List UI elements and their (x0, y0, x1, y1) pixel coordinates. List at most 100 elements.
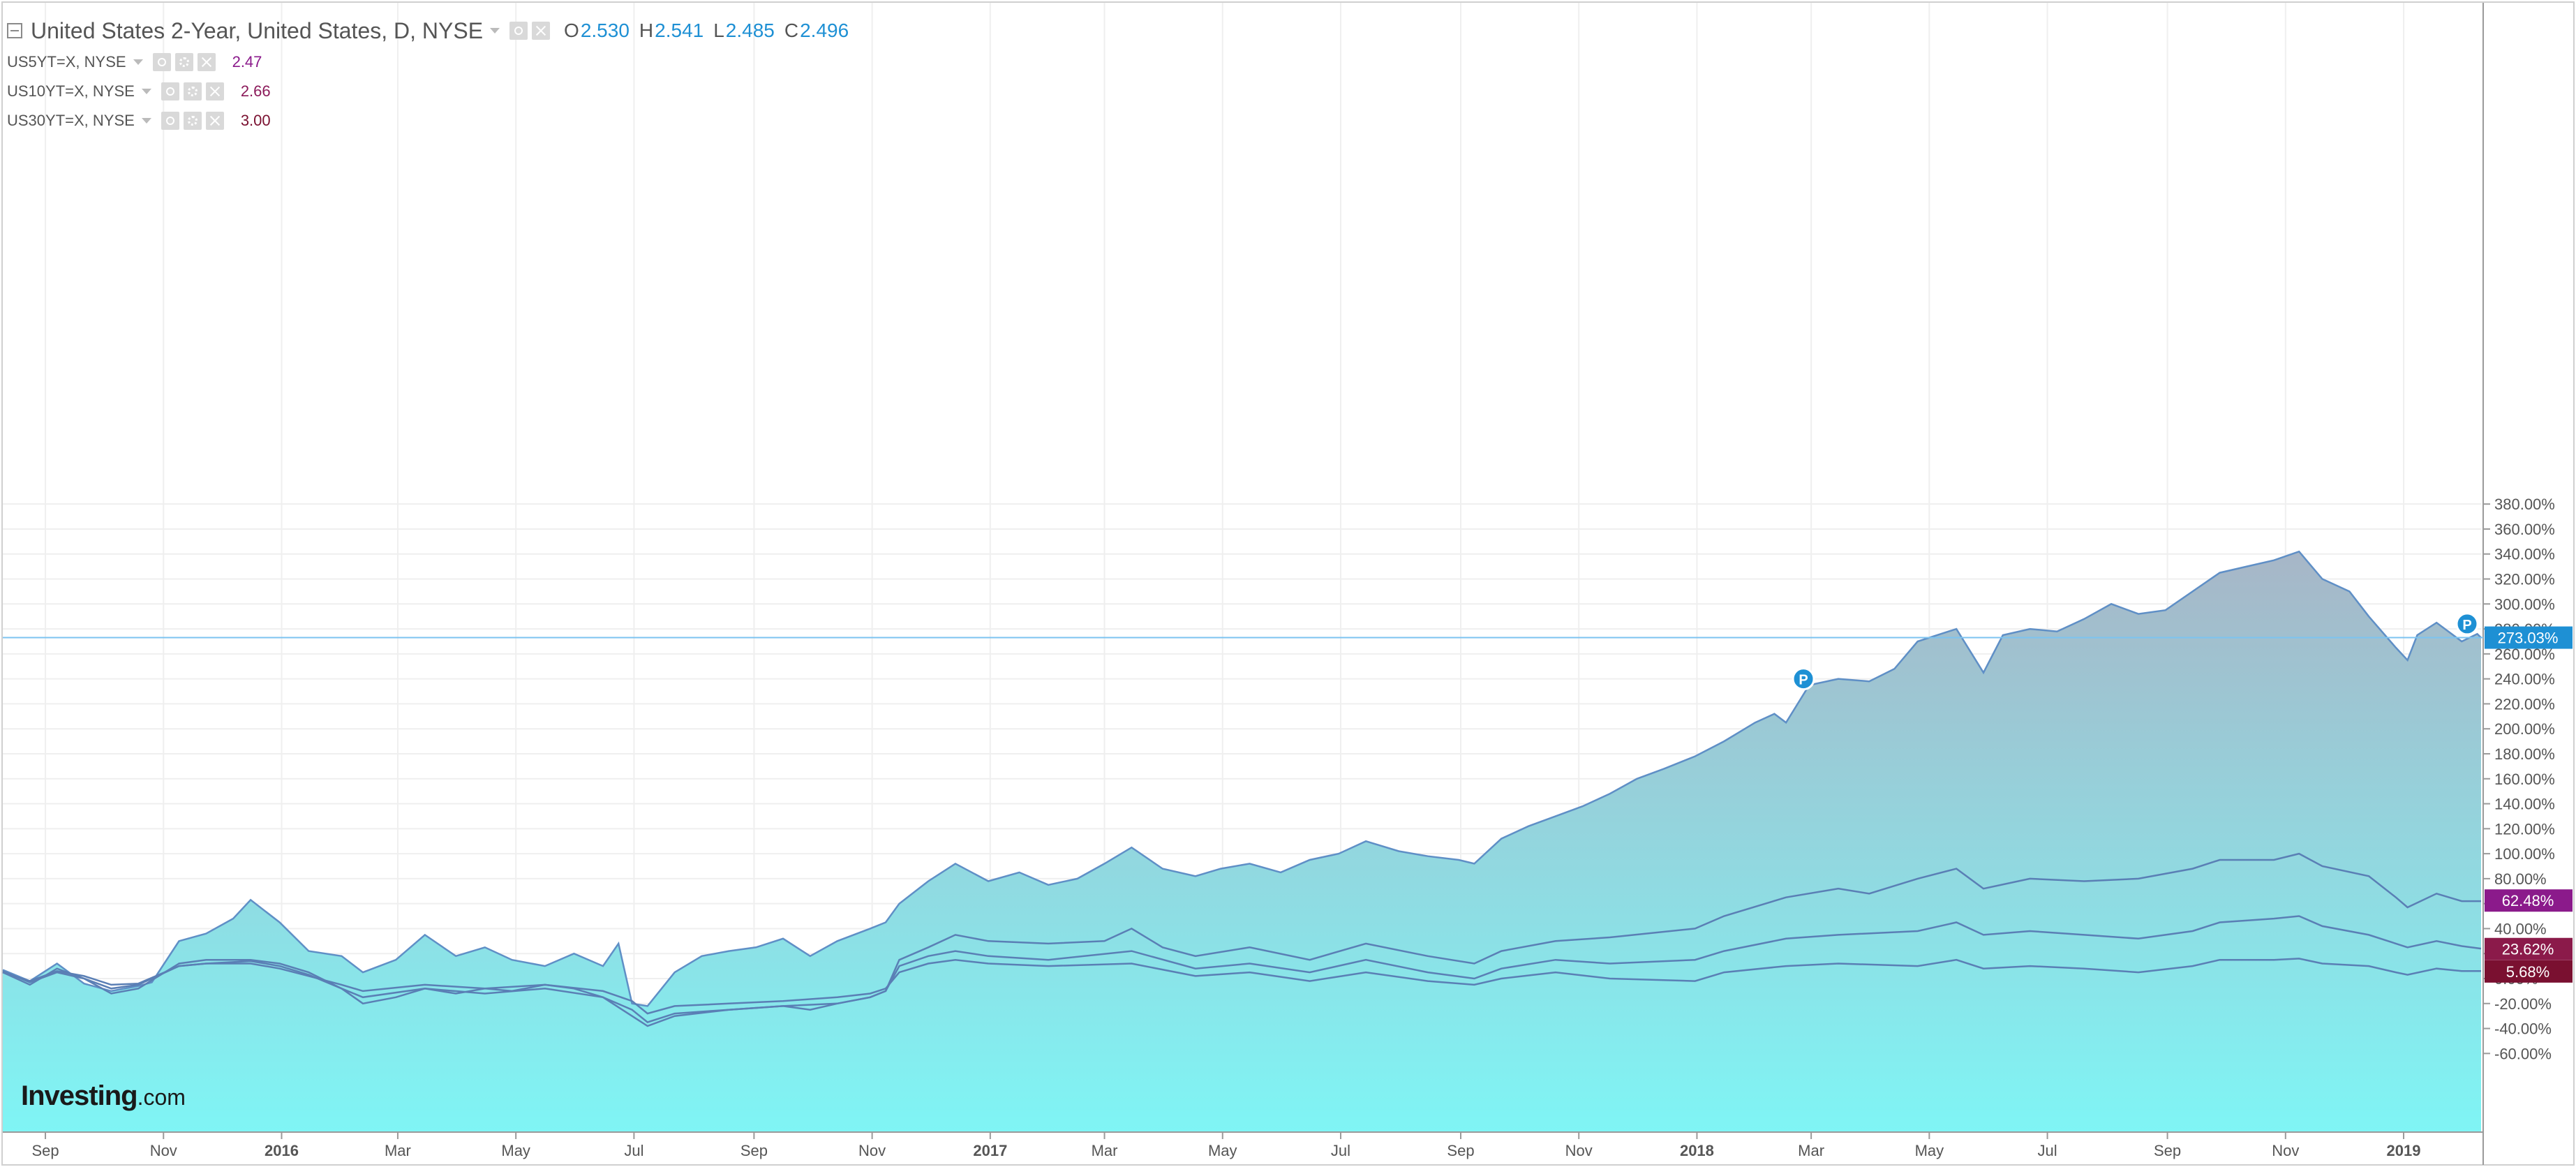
legend-study-row: US5YT=X, NYSE 2.47 (7, 47, 849, 77)
markers[interactable]: PP (1792, 612, 2479, 691)
y-tick-label: -20.00% (2494, 995, 2552, 1013)
collapse-legend-button[interactable] (7, 23, 22, 38)
badge-us10yt-label: 23.62% (2502, 941, 2554, 958)
y-tick-label: 320.00% (2494, 571, 2555, 588)
value-badges: 273.03% 62.48% 23.62% 5.68% (2485, 626, 2573, 983)
y-tick-label: 220.00% (2494, 695, 2555, 713)
x-tick-label: Jul (2038, 1142, 2057, 1159)
line-us5yt (2, 852, 2481, 1027)
study-value-us5: 2.47 (232, 53, 262, 70)
badge-us10yt-bg (2485, 937, 2573, 960)
eye-icon[interactable] (509, 22, 528, 40)
chevron-down-icon[interactable] (141, 89, 151, 94)
logo-brand: Investing (21, 1080, 138, 1111)
eye-icon[interactable] (161, 82, 179, 101)
legend-study-row: US30YT=X, NYSE 3.00 (7, 106, 849, 135)
legend-study-row: US10YT=X, NYSE 2.66 (7, 77, 849, 106)
x-tick-label: Sep (2154, 1142, 2181, 1159)
dividend-marker[interactable] (2455, 612, 2479, 636)
marker-label: P (1799, 673, 1808, 688)
badge-us2y-bg (2485, 626, 2573, 649)
y-tick-label: 380.00% (2494, 496, 2555, 513)
chevron-down-icon[interactable] (133, 59, 143, 65)
y-tick-label: 100.00% (2494, 845, 2555, 863)
x-tick-label: Nov (1565, 1142, 1593, 1159)
line-us30yt (2, 958, 2481, 1015)
y-tick-label: 300.00% (2494, 595, 2555, 613)
x-tick-label: Mar (1798, 1142, 1824, 1159)
y-tick-label: 360.00% (2494, 521, 2555, 538)
study-name-us10[interactable]: US10YT=X, NYSE (7, 82, 135, 100)
close-icon[interactable] (197, 53, 216, 71)
study-value-us30: 3.00 (240, 112, 271, 129)
y-tick-label: 180.00% (2494, 745, 2555, 763)
x-tick-label: Sep (31, 1142, 59, 1159)
area-series (2, 550, 2482, 1132)
y-tick-label: 140.00% (2494, 796, 2555, 813)
main-series-title[interactable]: United States 2-Year, United States, D, … (31, 17, 484, 43)
chevron-down-icon[interactable] (141, 118, 151, 124)
x-tick-label: 2018 (1680, 1142, 1714, 1159)
x-tick-label: Nov (150, 1142, 177, 1159)
y-tick-label: 120.00% (2494, 820, 2555, 838)
gear-icon[interactable] (183, 82, 202, 101)
x-tick-label: May (1915, 1142, 1944, 1159)
study-name-us30[interactable]: US30YT=X, NYSE (7, 112, 135, 129)
badge-us30yt-label: 5.68% (2506, 963, 2549, 981)
x-tick-label: Sep (740, 1142, 768, 1159)
dividend-marker[interactable] (1792, 667, 1815, 691)
y-tick-label: 340.00% (2494, 546, 2555, 563)
x-tick-label: May (501, 1142, 530, 1159)
y-tick-label: 200.00% (2494, 720, 2555, 738)
chevron-down-icon[interactable] (490, 28, 500, 34)
x-tick-label: Jul (1331, 1142, 1350, 1159)
area-line-us2y (2, 550, 2482, 1007)
eye-icon[interactable] (152, 53, 171, 71)
y-tick-label: -60.00% (2494, 1045, 2552, 1062)
high-label: H (639, 20, 654, 41)
gear-icon[interactable] (174, 53, 193, 71)
close-icon[interactable] (532, 22, 551, 40)
badge-us2y-label: 273.03% (2498, 630, 2559, 647)
open-value: 2.530 (580, 20, 630, 41)
badge-us5yt-label: 62.48% (2502, 892, 2554, 909)
x-tick-label: May (1208, 1142, 1237, 1159)
investing-logo: Investing.com (21, 1080, 186, 1112)
close-icon[interactable] (205, 112, 224, 130)
line-us10yt (2, 915, 2482, 1023)
x-tick-label: Mar (1092, 1142, 1118, 1159)
x-tick-label: 2019 (2387, 1142, 2421, 1159)
y-tick-label: 160.00% (2494, 771, 2555, 788)
x-tick-label: Nov (2272, 1142, 2299, 1159)
logo-domain: .com (137, 1085, 186, 1110)
y-tick-label: 40.00% (2494, 920, 2547, 937)
low-value: 2.485 (725, 20, 775, 41)
y-tick-label: -40.00% (2494, 1020, 2552, 1038)
low-label: L (713, 20, 724, 41)
study-value-us10: 2.66 (240, 82, 271, 100)
x-tick-label: Nov (858, 1142, 886, 1159)
y-tick-label: 240.00% (2494, 671, 2555, 688)
gear-icon[interactable] (183, 112, 202, 130)
area-fill-us2y (3, 551, 2481, 1132)
study-name-us5[interactable]: US5YT=X, NYSE (7, 53, 126, 70)
close-value: 2.496 (800, 20, 849, 41)
close-icon[interactable] (205, 82, 224, 101)
marker-label: P (2462, 618, 2471, 633)
x-tick-label: Mar (385, 1142, 411, 1159)
x-tick-label: 2016 (265, 1142, 299, 1159)
eye-icon[interactable] (161, 112, 179, 130)
line-series (2, 852, 2482, 1027)
badge-us5yt-bg (2485, 889, 2573, 912)
legend-main-row: United States 2-Year, United States, D, … (7, 14, 849, 47)
x-tick-label: Sep (1447, 1142, 1474, 1159)
badge-us30yt-bg (2485, 960, 2573, 983)
high-value: 2.541 (655, 20, 704, 41)
x-tick-label: 2017 (973, 1142, 1007, 1159)
close-label: C (784, 20, 799, 41)
chart-legend: United States 2-Year, United States, D, … (7, 14, 849, 135)
x-tick-label: Jul (624, 1142, 643, 1159)
y-tick-label: 80.00% (2494, 870, 2547, 888)
open-label: O (564, 20, 579, 41)
